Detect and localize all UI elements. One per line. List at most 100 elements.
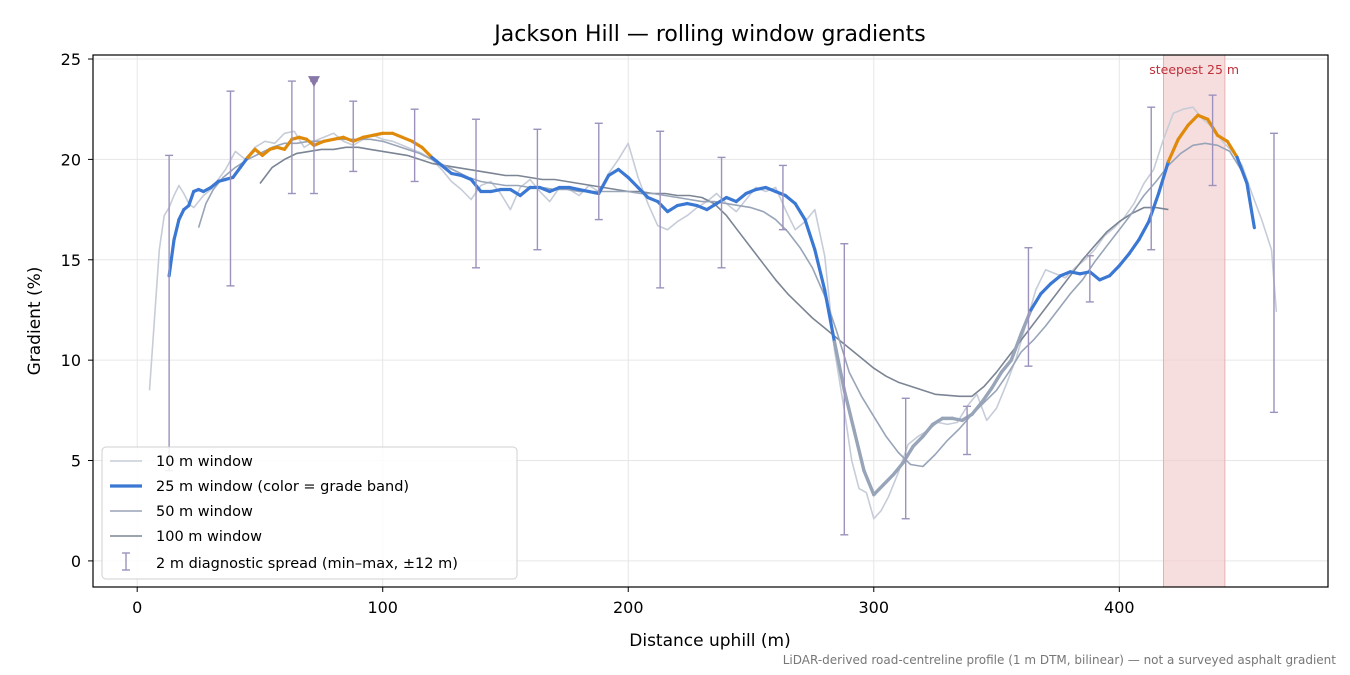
series-25m-segment [332,135,346,141]
series-25m-segment [999,358,1013,374]
series-25m-segment [1176,123,1190,141]
series-25m-segment [636,185,650,200]
series-25m-segment [1235,155,1249,186]
series-25m-segment [842,388,856,433]
series-25m-segment [813,248,827,292]
series-25m-segment [177,207,186,222]
legend: 10 m window 25 m window (color = grade b… [101,446,518,580]
series-25m-segment [744,187,758,196]
axis-ticks: 0 100 200 300 400 0 5 10 15 20 25 [61,50,1135,617]
series-25m-segment [626,175,640,190]
series-25m-segment [665,203,679,214]
legend-label-25m: 25 m window (color = grade band) [156,479,409,495]
errorbar [349,100,358,173]
series-25m-segment [1058,270,1072,278]
errorbar [656,130,665,289]
series-25m-segment [754,185,768,192]
series-25m-segment [911,434,925,449]
series-25m-segment [1127,238,1141,256]
series-25m-segment [246,147,257,159]
series-25m-segment [1078,270,1092,276]
errorbar-layer [165,76,1278,536]
series-25m-segment [371,131,385,137]
series-25m-segment [1039,282,1053,296]
series-25m-segment [489,187,503,194]
series-25m-segment [351,135,365,143]
series-25m-segment [901,444,915,465]
series-25m-segment [1117,252,1131,268]
errorbar [472,118,481,269]
series-25m-segment [823,288,837,344]
errorbar [717,156,726,269]
series-25m-segment [172,218,181,242]
series-25m-segment [567,185,581,192]
series-25m-segment [518,185,532,198]
series-25m-segment [862,468,876,497]
errorbar [901,397,910,520]
legend-box [101,446,518,580]
series-25m-segment [1029,292,1043,312]
series-25m-segment [1166,137,1180,163]
footnote: LiDAR-derived road-centreline profile (1… [783,653,1337,667]
errorbar [1269,132,1278,414]
series-25m-segment [322,137,336,143]
series-25m-segment [238,155,250,170]
legend-label-10m: 10 m window [156,454,253,470]
series-25m-segment [724,195,738,204]
series-25m-segment [440,163,454,176]
series-25m-segment [764,185,778,194]
series-25m-segment [1107,264,1121,278]
legend-label-50m: 50 m window [156,504,253,520]
series-25m-segment [167,238,176,278]
errorbar [1085,255,1094,303]
errorbar [1208,94,1217,187]
y-tick-label: 0 [71,552,81,571]
errorbar [778,164,787,231]
series-25m-segment [361,133,375,139]
y-tick-label: 15 [61,251,81,270]
series-25m-segment [231,165,242,180]
series-25m-segment [459,173,473,182]
series-25m-segment [1098,274,1112,282]
series-25m-segment [970,400,984,417]
series-25m-segment [1225,139,1239,159]
series-25m-segment [282,137,294,151]
legend-label-100m: 100 m window [156,529,262,545]
series-25m-segment [597,173,611,196]
errorbar [1147,106,1156,251]
series-25m-segment [187,189,196,208]
errorbar [410,108,419,183]
errorbar [963,405,972,456]
steepest-annotation: steepest 25 m [1149,62,1239,77]
series-25m-segment [989,370,1004,390]
series-25m-segment [410,139,424,149]
series-25m-segment [773,189,787,198]
series-layer [148,106,1278,520]
series-25m-segment [1088,270,1102,282]
series-25m-segment [705,201,719,212]
series-25m-segment [1156,159,1171,196]
series-25m-segment [793,201,807,222]
series-25m-segment [508,187,522,198]
series-25m-segment [685,201,699,208]
series-25m-segment [616,167,630,180]
series-25m-segment [675,201,689,208]
series-25m-segment [1147,191,1161,224]
series-25m-segment [1009,332,1023,362]
series-25m-segment [656,199,670,214]
series-25m-segment [832,340,847,392]
series-25m-segment [783,193,797,206]
y-tick-label: 20 [61,150,81,169]
errorbar [533,128,542,251]
series-25m-segment [420,145,434,159]
series-25m-segment [548,185,562,194]
series-25m-segment [1196,113,1210,121]
series-25m-segment [1019,308,1033,336]
series-25m-segment [449,171,463,178]
series-25m-segment [1068,270,1082,276]
x-tick-label: 100 [367,598,398,617]
series-25m-segment [872,482,886,497]
errorbar [287,80,296,195]
series-25m-segment [1245,181,1256,230]
